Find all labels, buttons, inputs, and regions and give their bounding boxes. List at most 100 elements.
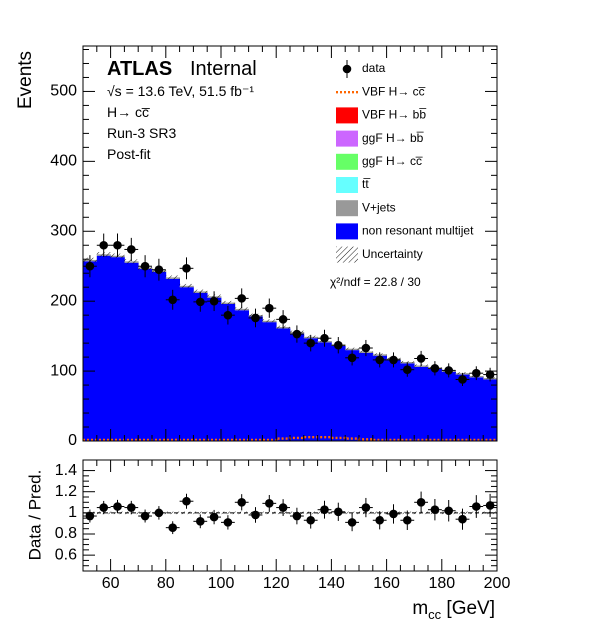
legend-entry-6: V+jets [336, 200, 396, 217]
legend-marker-swatch [336, 107, 358, 124]
ratio-point-19 [345, 513, 359, 532]
data-point-21 [372, 352, 387, 368]
bar-non-resonant-multijet-2 [110, 257, 125, 441]
region-label: Run-3 SR3 [107, 125, 176, 141]
uncertainty-band-3 [124, 259, 139, 264]
data-point-10 [221, 305, 235, 325]
ratio-y-tick-label: 1.4 [55, 462, 77, 479]
main-y-tick-label: 300 [50, 222, 77, 239]
signal-line-vbf-hcc [83, 436, 497, 441]
bar-non-resonant-multijet-3 [124, 262, 139, 441]
ratio-point-15 [290, 507, 304, 525]
ratio-uncertainty-11 [234, 511, 249, 515]
ratio-y-tick-label: 1.2 [55, 483, 77, 500]
ratio-point-11 [234, 494, 249, 511]
ratio-y-tick-label: 0.8 [55, 525, 77, 542]
ratio-y-axis-label: Data / Pred. [25, 470, 44, 561]
bar-non-resonant-multijet-26 [441, 371, 456, 441]
legend-label: ggF H→ cc̅ [362, 154, 423, 168]
ratio-point-16 [303, 511, 318, 529]
bar-non-resonant-multijet-15 [290, 333, 305, 441]
ratio-point-27 [455, 508, 470, 530]
annotations: ATLAS Internal √s = 13.6 TeV, 51.5 fb⁻¹ … [107, 58, 421, 289]
uncertainty-band-10 [221, 300, 235, 305]
ratio-point-9 [207, 509, 221, 525]
ratio-point-6 [165, 521, 180, 535]
process-label: H→ cc̅ [107, 104, 151, 120]
ratio-point-12 [248, 507, 263, 523]
fit-label: Post-fit [107, 146, 151, 162]
data-point-19 [345, 350, 359, 366]
ratio-uncertainty-10 [221, 511, 235, 515]
ratio-point-1 [96, 500, 111, 515]
legend-entry-8: Uncertainty [336, 246, 423, 263]
ratio-y-tick-label: 0.6 [55, 546, 77, 563]
data-point-20 [359, 339, 373, 357]
data-point-13 [262, 298, 277, 318]
legend-label: non resonant multijet [362, 224, 474, 238]
legend-marker-swatch [336, 223, 358, 240]
main-y-axis-label: Events [15, 51, 36, 109]
data-point-15 [290, 325, 304, 343]
ratio-point-4 [138, 509, 152, 523]
data-point-26 [441, 363, 456, 378]
data-point-18 [331, 337, 346, 354]
bar-non-resonant-multijet-6 [165, 278, 180, 441]
uncertainty-band-6 [165, 275, 180, 280]
x-tick-label: 100 [208, 575, 235, 592]
bar-non-resonant-multijet-29 [483, 379, 497, 441]
data-point-0 [83, 255, 97, 278]
ratio-point-20 [359, 497, 373, 518]
bar-non-resonant-multijet-12 [248, 316, 263, 441]
legend-entry-4: ggF H→ cc̅ [336, 153, 423, 170]
ratio-point-13 [262, 494, 277, 512]
bar-non-resonant-multijet-22 [386, 359, 401, 441]
main-y-tick-label: 500 [50, 83, 77, 100]
bar-non-resonant-multijet-10 [221, 303, 236, 441]
legend-marker-swatch [336, 153, 358, 170]
ratio-point-23 [400, 510, 415, 530]
bar-non-resonant-multijet-8 [193, 292, 208, 441]
ratio-point-28 [469, 495, 484, 518]
x-tick-label: 180 [428, 575, 455, 592]
ratio-point-8 [193, 514, 208, 529]
ratio-point-22 [386, 504, 401, 524]
x-tick-label: 80 [157, 575, 175, 592]
bar-non-resonant-multijet-23 [400, 363, 415, 441]
x-tick-label: 120 [263, 575, 290, 592]
data-point-11 [234, 288, 249, 309]
x-tick-label: 200 [484, 575, 511, 592]
ratio-y-tick-label: 1 [68, 504, 77, 521]
legend-label: V+jets [362, 200, 396, 214]
data-point-7 [179, 257, 194, 280]
legend-entry-0: data [342, 60, 386, 78]
ratio-point-24 [414, 491, 428, 513]
legend-entry-5: tt̅ [336, 177, 371, 193]
bar-non-resonant-multijet-11 [234, 310, 249, 441]
data-point-16 [303, 334, 318, 352]
legend-label: ggF H→ bb̅ [362, 131, 424, 145]
bar-non-resonant-multijet-5 [152, 271, 167, 441]
ratio-point-17 [317, 500, 332, 519]
bar-non-resonant-multijet-0 [83, 261, 98, 441]
x-tick-label: 60 [102, 575, 120, 592]
data-point-25 [428, 361, 442, 376]
data-point-8 [193, 292, 208, 312]
data-point-12 [248, 308, 263, 328]
main-y-tick-label: 0 [68, 432, 77, 449]
bar-non-resonant-multijet-24 [414, 366, 429, 441]
main-y-tick-label: 200 [50, 292, 77, 309]
bar-non-resonant-multijet-20 [359, 352, 374, 441]
ratio-point-26 [441, 500, 456, 522]
bar-non-resonant-multijet-16 [303, 338, 318, 441]
legend-entry-7: non resonant multijet [336, 223, 474, 240]
energy-lumi-label: √s = 13.6 TeV, 51.5 fb⁻¹ [107, 83, 254, 99]
bar-non-resonant-multijet-17 [317, 342, 332, 441]
uncertainty-band-7 [179, 283, 194, 288]
ratio-point-5 [152, 506, 166, 520]
legend: data VBF H→ cc̅ VBF H→ bb̅ ggF H→ bb̅ ggF H→… [336, 60, 474, 263]
main-y-tick-label: 100 [50, 362, 77, 379]
bar-non-resonant-multijet-27 [455, 374, 470, 441]
bar-non-resonant-multijet-4 [138, 269, 153, 441]
ratio-uncertainty-6 [165, 511, 180, 515]
